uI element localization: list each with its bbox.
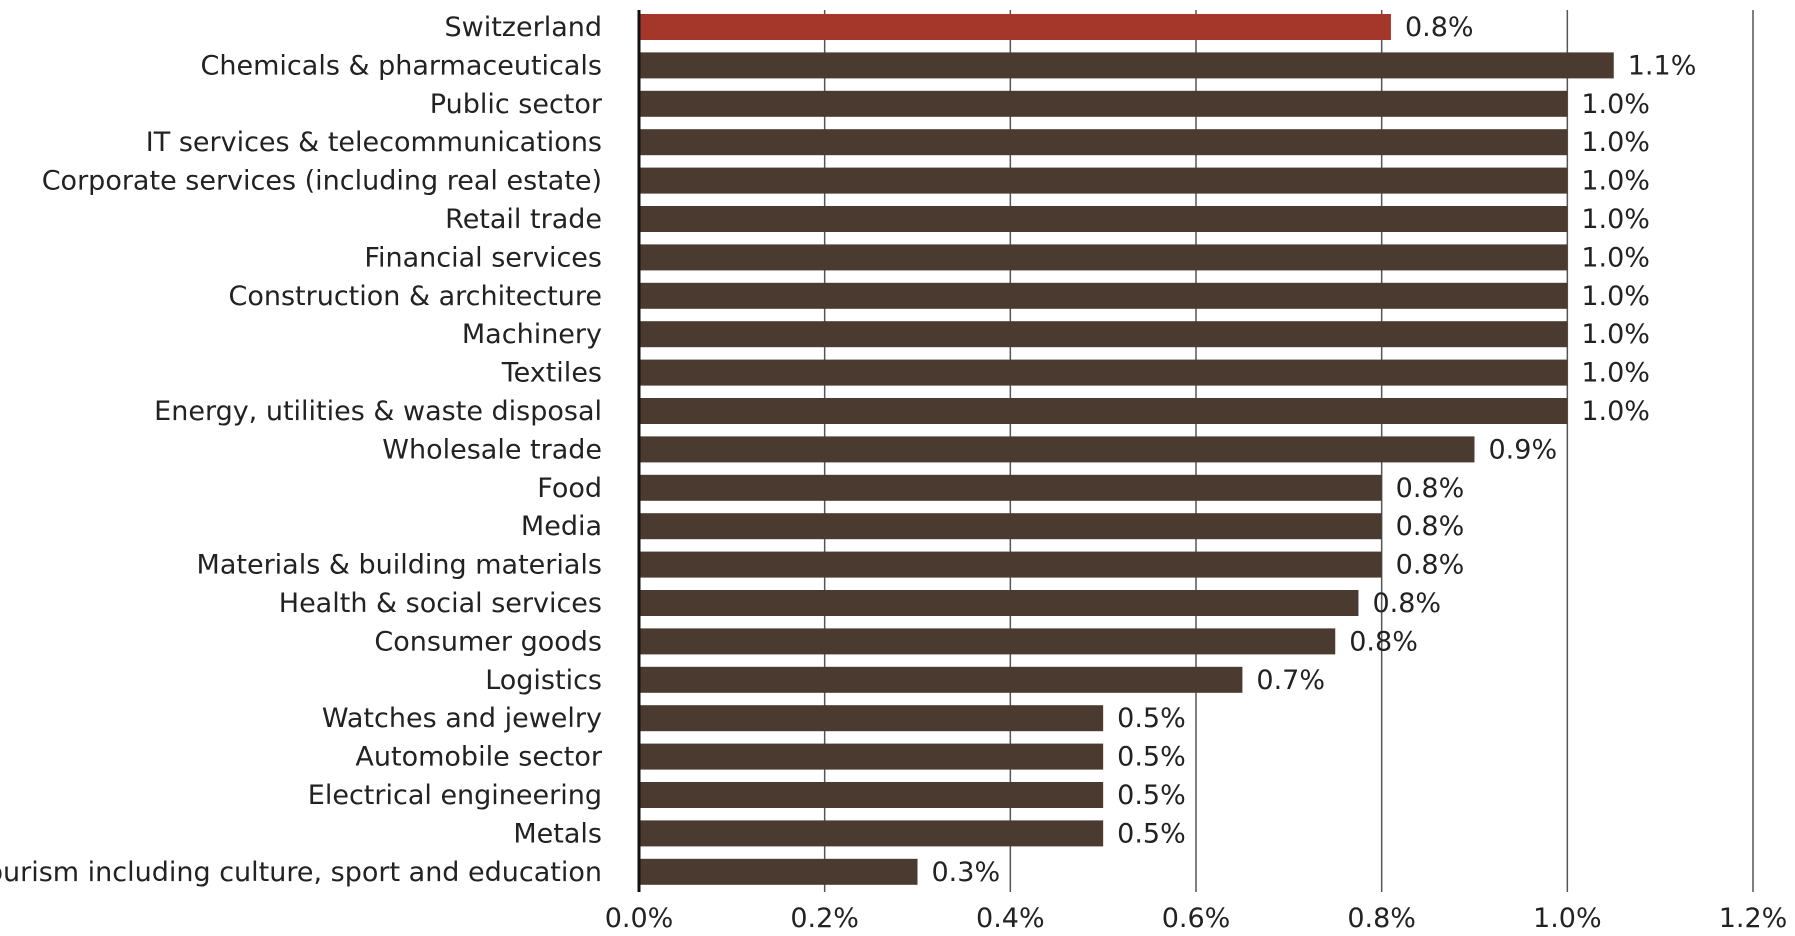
bar bbox=[639, 436, 1475, 463]
category-label: IT services & telecommunications bbox=[146, 127, 602, 158]
category-label: Tourism including culture, sport and edu… bbox=[0, 857, 602, 888]
bar bbox=[639, 666, 1243, 693]
bar bbox=[639, 705, 1104, 732]
bars bbox=[639, 14, 1614, 885]
data-label: 1.0% bbox=[1581, 166, 1650, 197]
category-label: Machinery bbox=[462, 319, 602, 350]
category-label: Energy, utilities & waste disposal bbox=[154, 396, 602, 427]
data-label: 0.8% bbox=[1405, 12, 1474, 43]
category-label: Financial services bbox=[364, 242, 602, 273]
data-label: 0.8% bbox=[1396, 550, 1465, 581]
data-label: 0.8% bbox=[1396, 473, 1465, 504]
data-label: 0.5% bbox=[1117, 703, 1186, 734]
data-label: 0.5% bbox=[1117, 742, 1186, 773]
bar bbox=[639, 590, 1359, 616]
category-label: Construction & architecture bbox=[228, 281, 602, 312]
category-label: Switzerland bbox=[445, 12, 603, 43]
bar bbox=[639, 474, 1382, 501]
x-tick-label: 0.8% bbox=[1347, 903, 1416, 934]
bar bbox=[639, 628, 1336, 655]
category-label: Health & social services bbox=[279, 588, 602, 619]
category-label: Corporate services (including real estat… bbox=[42, 166, 602, 197]
data-label: 0.9% bbox=[1489, 434, 1558, 465]
bar bbox=[639, 14, 1391, 40]
data-label: 0.3% bbox=[932, 857, 1001, 888]
x-tick-label: 0.0% bbox=[605, 903, 674, 934]
bar bbox=[639, 129, 1568, 156]
bar bbox=[639, 858, 918, 885]
category-label: Media bbox=[521, 511, 602, 542]
category-label: Watches and jewelry bbox=[322, 703, 602, 734]
category-label: Retail trade bbox=[445, 204, 602, 235]
x-tick-label: 0.2% bbox=[790, 903, 859, 934]
bar bbox=[639, 321, 1568, 348]
data-label: 1.0% bbox=[1581, 396, 1650, 427]
data-label: 0.8% bbox=[1396, 511, 1465, 542]
category-label: Materials & building materials bbox=[197, 550, 602, 581]
x-tick-label: 0.4% bbox=[976, 903, 1045, 934]
data-label: 1.0% bbox=[1581, 89, 1650, 120]
data-label: 0.5% bbox=[1117, 818, 1186, 849]
data-label: 1.0% bbox=[1581, 319, 1650, 350]
bar bbox=[639, 282, 1568, 309]
data-label: 1.0% bbox=[1581, 358, 1650, 389]
bar bbox=[639, 90, 1568, 117]
data-label: 0.5% bbox=[1117, 780, 1186, 811]
bar bbox=[639, 743, 1104, 770]
bar bbox=[639, 398, 1568, 424]
category-label: Textiles bbox=[501, 358, 602, 389]
bar bbox=[639, 782, 1104, 808]
category-label: Chemicals & pharmaceuticals bbox=[201, 50, 602, 81]
category-labels: Switzerland Chemicals & pharmaceuticals Pu… bbox=[0, 12, 603, 888]
x-axis-ticks: 0.0% 0.2% 0.4% 0.6% 0.8% 1.0% 1.2% bbox=[605, 903, 1788, 934]
bar bbox=[639, 551, 1382, 578]
bar bbox=[639, 244, 1568, 271]
x-tick-label: 1.0% bbox=[1533, 903, 1602, 934]
bar bbox=[639, 52, 1614, 79]
data-label: 1.0% bbox=[1581, 281, 1650, 312]
x-tick-label: 1.2% bbox=[1719, 903, 1788, 934]
data-label: 0.8% bbox=[1349, 626, 1418, 657]
category-label: Logistics bbox=[485, 665, 602, 696]
data-label: 1.1% bbox=[1628, 50, 1697, 81]
data-labels: 0.8% 1.1% 1.0% 1.0% 1.0% 1.0% 1.0% 1.0% 1.0% 1.0%… bbox=[932, 12, 1697, 888]
x-tick-label: 0.6% bbox=[1162, 903, 1231, 934]
category-label: Automobile sector bbox=[355, 742, 602, 773]
bar bbox=[639, 206, 1568, 232]
data-label: 1.0% bbox=[1581, 127, 1650, 158]
bar bbox=[639, 359, 1568, 386]
bar bbox=[639, 513, 1382, 540]
data-label: 1.0% bbox=[1581, 242, 1650, 273]
category-label: Consumer goods bbox=[374, 626, 602, 657]
bar bbox=[639, 167, 1568, 194]
data-label: 0.7% bbox=[1256, 665, 1325, 696]
data-label: 0.8% bbox=[1372, 588, 1441, 619]
data-label: 1.0% bbox=[1581, 204, 1650, 235]
category-label: Electrical engineering bbox=[308, 780, 602, 811]
bar bbox=[639, 820, 1104, 847]
category-label: Metals bbox=[513, 818, 602, 849]
category-label: Wholesale trade bbox=[382, 434, 602, 465]
category-label: Food bbox=[537, 473, 602, 504]
category-label: Public sector bbox=[430, 89, 603, 120]
